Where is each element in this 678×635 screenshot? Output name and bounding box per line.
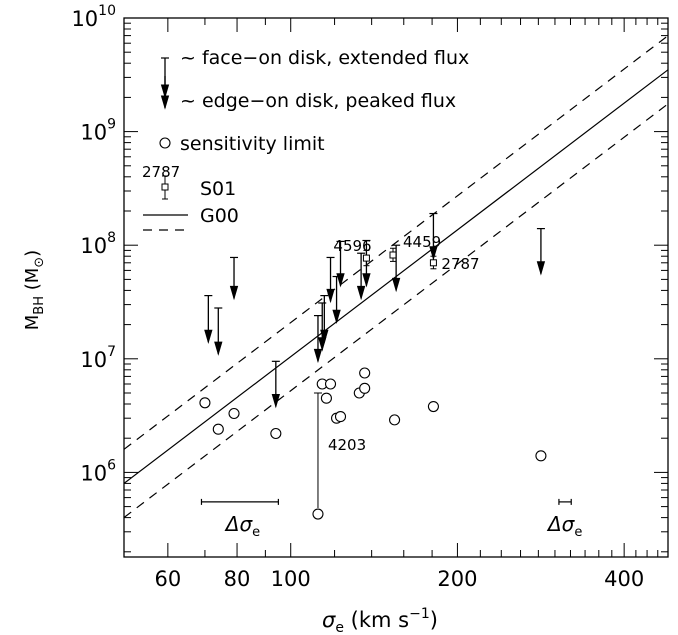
- g00-upper-scatter-line: [124, 35, 668, 450]
- sensitivity-limit-point: [324, 378, 337, 390]
- x-axis-label: σe (km s−1): [322, 606, 438, 635]
- upper-limit-arrowhead: [336, 273, 345, 288]
- legend-label: ~ edge−on disk, peaked flux: [180, 90, 456, 112]
- upper-limit-arrowhead: [320, 329, 329, 344]
- y-axis-label: MBH (M⊙): [22, 250, 47, 330]
- legend-label: sensitivity limit: [180, 133, 325, 155]
- upper-limit-arrowhead: [229, 285, 239, 301]
- sigma-uncertainty-label: Δσe: [546, 512, 582, 540]
- upper-limit-arrowhead: [332, 309, 341, 324]
- sensitivity-limit-point: [535, 450, 547, 462]
- sensitivity-limit-point: [389, 414, 401, 426]
- sensitivity-limit-point: [212, 423, 224, 435]
- x-tick-label: 60: [154, 567, 181, 591]
- legend-label: S01: [200, 178, 236, 200]
- upper-limit-arrowhead: [313, 348, 323, 364]
- upper-limit-arrowhead: [356, 285, 366, 301]
- y-tick-label: 107: [80, 344, 116, 372]
- legend-s01-tag: 2787: [142, 163, 180, 181]
- sensitivity-limit-point: [359, 367, 371, 379]
- legend-label: ~ face−on disk, extended flux: [180, 47, 469, 69]
- sensitivity-limit-point: [270, 427, 282, 440]
- upper-limit-arrowhead: [362, 273, 371, 288]
- sensitivity-limit-point: [320, 392, 332, 404]
- legend: ~ face−on disk, extended flux ~ edge−on d…: [142, 47, 469, 231]
- data-marks: [199, 212, 572, 520]
- upper-limit-arrowhead: [536, 261, 546, 276]
- x-tick-label: 400: [604, 567, 644, 591]
- legend-s01-square: [161, 183, 169, 191]
- s01-point: [389, 251, 397, 259]
- upper-limit-arrowhead: [326, 288, 335, 304]
- s01-point-label: 4459: [403, 233, 441, 251]
- legend-circle: [159, 137, 171, 149]
- sensitivity-limit-point: [359, 382, 371, 394]
- upper-limit-arrowhead: [214, 341, 223, 356]
- ngc4203-label: 4203: [328, 436, 366, 454]
- sensitivity-limit-point: [312, 508, 324, 520]
- sigma-uncertainty-label: Δσe: [224, 512, 260, 540]
- x-tick-label: 80: [224, 567, 251, 591]
- y-tick-label: 108: [80, 230, 116, 258]
- s01-point-label: 2787: [441, 255, 479, 273]
- x-tick-label: 100: [271, 567, 311, 591]
- y-tick-label: 109: [80, 117, 116, 145]
- legend-short-arrow-head: [160, 95, 170, 110]
- upper-limit-arrowhead: [391, 277, 401, 293]
- sensitivity-limit-point: [228, 407, 240, 420]
- upper-limit-arrowhead: [204, 329, 213, 344]
- x-tick-label: 200: [437, 567, 477, 591]
- plot-frame: [123, 17, 669, 558]
- axes-group: 106 107 108 109 1010 60 80 100 200 400: [71, 3, 669, 591]
- legend-label: G00: [200, 205, 239, 227]
- upper-limit-arrowhead: [271, 394, 281, 409]
- s01-point: [362, 254, 370, 262]
- sensitivity-limit-point: [199, 397, 211, 409]
- s01-point: [429, 259, 437, 267]
- upper-limit-arrowhead: [429, 246, 438, 261]
- sensitivity-limit-point: [427, 400, 439, 413]
- y-tick-label: 106: [80, 457, 116, 485]
- s01-point-label: 4596: [333, 237, 371, 255]
- sensitivity-limit-point: [334, 411, 347, 423]
- g00-lower-scatter-line: [124, 103, 668, 518]
- y-tick-label: 1010: [71, 3, 116, 31]
